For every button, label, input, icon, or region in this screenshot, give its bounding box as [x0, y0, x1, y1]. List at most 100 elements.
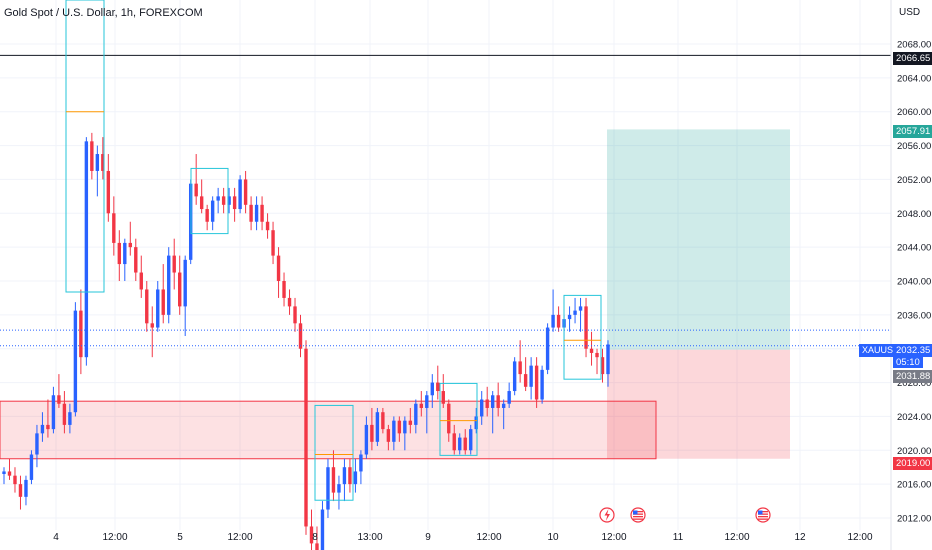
candle-body	[589, 348, 594, 353]
candle-body	[183, 259, 187, 307]
candle-body	[84, 141, 89, 358]
candle-body	[298, 323, 303, 349]
candle-body	[425, 395, 429, 408]
candle-body	[205, 209, 209, 222]
time-tick-label: 8	[312, 532, 318, 543]
candle-body	[243, 179, 248, 205]
candle-body	[29, 454, 34, 480]
time-tick-label: 12:00	[601, 532, 626, 543]
candle-body	[551, 314, 555, 328]
candle-body	[600, 357, 605, 375]
time-tick-label: 5	[177, 532, 183, 543]
candle-body	[35, 433, 39, 455]
candle-body	[480, 399, 484, 417]
candle-body	[7, 471, 12, 476]
candle-body	[287, 297, 292, 307]
candle-body	[534, 365, 539, 400]
candle-body	[40, 424, 45, 434]
price-tick-label: 2068.00	[897, 40, 931, 51]
candle-body	[584, 306, 588, 349]
chart-overlays	[0, 0, 891, 501]
us-flag-icon[interactable]	[630, 507, 646, 523]
take-profit-price-label: 2057.91	[893, 125, 932, 138]
countdown-label: 05:10	[893, 357, 923, 368]
lightning-icon	[604, 509, 610, 521]
candle-body	[249, 204, 253, 222]
candle-body	[458, 437, 462, 451]
candle-body	[227, 196, 231, 205]
price-tick-label: 2052.00	[897, 175, 931, 186]
price-tick-label: 2020.00	[897, 446, 931, 457]
candle-body	[578, 306, 583, 311]
stop-loss-zone	[607, 349, 790, 459]
price-tick-label: 2012.00	[897, 514, 931, 525]
candle-body	[178, 272, 182, 307]
candle-body	[271, 230, 275, 256]
time-tick-label: 12:00	[227, 532, 252, 543]
candle-body	[348, 467, 352, 485]
candle-body	[156, 289, 160, 328]
price-tick-label: 2016.00	[897, 480, 931, 491]
candle-body	[315, 543, 319, 550]
candle-body	[221, 196, 226, 205]
pattern-box	[65, 0, 105, 293]
pattern-box	[190, 167, 229, 235]
candle-body	[414, 403, 418, 425]
time-axis[interactable]: 4 12:00 5 12:00 8 13:00 9 12:00 10 12:00 11 12:00 12…	[53, 532, 873, 543]
candle-body	[392, 420, 396, 442]
candle-body	[18, 484, 23, 497]
candle-body	[254, 204, 259, 222]
candle-body	[436, 382, 440, 392]
pattern-box	[314, 404, 354, 501]
time-tick-label: 4	[53, 532, 59, 543]
price-tick-label: 2064.00	[897, 73, 931, 84]
candle-body	[2, 471, 6, 474]
candle-body	[309, 526, 314, 544]
candle-body	[265, 221, 270, 231]
price-axis[interactable]: 2068.00 2064.00 2060.00 2056.00 2052.00 2048.…	[897, 40, 931, 525]
candle-body	[545, 327, 550, 370]
candle-body	[232, 196, 237, 210]
candle-body	[293, 306, 297, 324]
candle-body	[128, 242, 132, 248]
candle-body	[518, 361, 522, 375]
candle-body	[13, 475, 17, 485]
candle-body	[112, 213, 116, 243]
price-tick-label: 2060.00	[897, 107, 931, 118]
candle-body	[463, 437, 467, 451]
candle-body	[447, 403, 451, 434]
candle-body	[512, 361, 517, 392]
candle-body	[167, 255, 171, 315]
currency-label: USD	[899, 7, 921, 18]
pattern-box	[563, 294, 602, 380]
candle-body	[441, 391, 445, 404]
time-tick-label: 12:00	[102, 532, 127, 543]
candle-body	[606, 344, 610, 375]
candle-body	[567, 314, 572, 320]
candle-body	[523, 374, 528, 387]
candle-body	[529, 365, 533, 387]
candle-body	[95, 154, 100, 171]
candle-body	[397, 420, 402, 434]
candle-body	[260, 204, 264, 222]
candle-body	[381, 412, 385, 430]
time-tick-label: 9	[425, 532, 431, 543]
candle-body	[469, 429, 473, 451]
candle-body	[331, 467, 336, 493]
candle-body	[106, 170, 111, 214]
last-price-label: 2032.35	[893, 344, 932, 357]
us-flag-icon[interactable]	[755, 507, 771, 523]
candle-body	[540, 369, 544, 400]
event-icons[interactable]	[599, 507, 771, 523]
symbol-label: XAUUSD	[859, 344, 903, 357]
time-tick-label: 12	[794, 532, 806, 543]
candle-body	[150, 323, 154, 328]
candle-body	[304, 348, 308, 527]
candle-body	[172, 255, 176, 273]
stop-price-label: 2019.00	[893, 457, 932, 470]
candles	[2, 132, 610, 550]
candle-body	[199, 196, 204, 210]
candle-body	[501, 403, 506, 408]
candle-body	[320, 509, 325, 550]
